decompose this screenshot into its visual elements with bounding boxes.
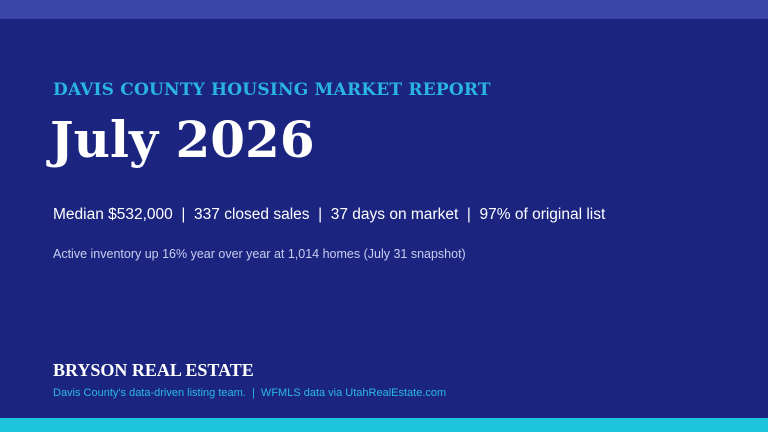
top-band <box>0 0 768 19</box>
tagline: Davis County's data-driven listing team.… <box>53 387 447 399</box>
report-title: July 2026 <box>50 110 315 169</box>
bottom-band <box>0 418 768 432</box>
brand-name: BRYSON REAL ESTATE <box>53 360 254 380</box>
inventory-note: Active inventory up 16% year over year a… <box>53 247 466 261</box>
stats-line: Median $532,000 | 337 closed sales | 37 … <box>53 206 606 223</box>
report-kicker: DAVIS COUNTY HOUSING MARKET REPORT <box>53 80 491 100</box>
